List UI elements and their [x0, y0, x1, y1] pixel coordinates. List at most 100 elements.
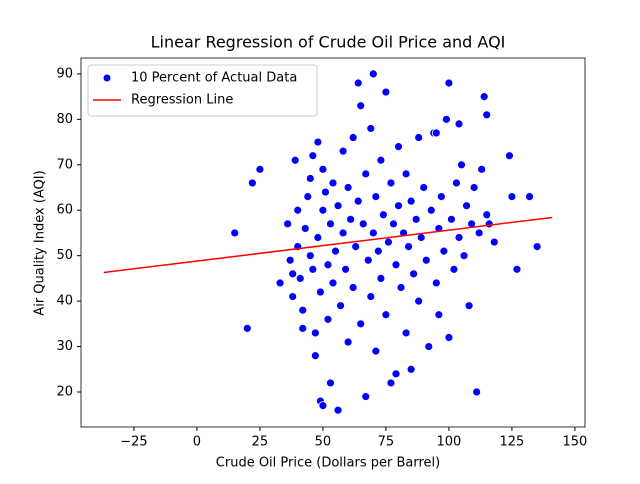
scatter-point [419, 183, 429, 192]
y-tick-label: 40 [56, 294, 73, 309]
scatter-point [391, 260, 401, 270]
scatter-point [285, 255, 295, 265]
scatter-point [436, 192, 446, 202]
scatter-point [391, 369, 401, 379]
y-axis-label: Air Quality Index (AQI) [33, 170, 48, 315]
scatter-point [414, 133, 424, 142]
scatter-point [303, 192, 313, 202]
scatter-point [356, 101, 366, 111]
scatter-point [474, 228, 484, 238]
scatter-point [361, 169, 371, 179]
scatter-point [406, 196, 416, 206]
scatter-point [295, 274, 305, 283]
scatter-point [389, 219, 398, 229]
scatter-point [434, 310, 444, 320]
scatter-point [338, 146, 348, 156]
scatter-point [424, 342, 434, 351]
scatter-point [230, 228, 240, 238]
scatter-point [313, 137, 323, 147]
scatter-point [318, 164, 328, 174]
scatter-point [321, 187, 330, 197]
scatter-point [452, 178, 461, 188]
scatter-point [386, 378, 396, 388]
scatter-point [482, 110, 492, 120]
x-tick-label: 150 [563, 435, 588, 450]
scatter-point [331, 246, 340, 256]
x-tick-label: 100 [437, 435, 462, 450]
scatter-point [482, 210, 492, 220]
scatter-point [361, 392, 371, 401]
scatter-point [381, 87, 391, 97]
scatter-point [444, 78, 454, 88]
scatter-point [431, 128, 441, 138]
scatter-point [305, 174, 315, 183]
plot-frame [80, 57, 586, 428]
scatter-point [371, 192, 381, 202]
x-tick-label: 0 [193, 435, 201, 450]
scatter-point [378, 210, 388, 220]
y-tick-label: 80 [56, 112, 73, 127]
scatter-point [333, 405, 343, 415]
scatter-point [414, 296, 424, 306]
scatter-point [346, 214, 356, 224]
scatter-point [525, 192, 534, 202]
scatter-point [368, 228, 378, 238]
scatter-point [318, 401, 328, 411]
scatter-point [298, 323, 308, 333]
scatter-point [305, 251, 315, 261]
scatter-point [290, 155, 300, 165]
scatter-point [318, 205, 328, 215]
scatter-point [351, 242, 361, 251]
legend-label: 10 Percent of Actual Data [131, 71, 297, 86]
scatter-point [308, 151, 318, 161]
scatter-point [343, 337, 353, 347]
x-tick-label: 25 [252, 435, 269, 450]
y-tick-label: 30 [56, 339, 73, 354]
scatter-point [373, 246, 383, 256]
scatter-point [293, 205, 303, 215]
scatter-point [479, 92, 489, 102]
scatter-point [242, 323, 252, 333]
scatter-point [489, 237, 499, 247]
legend-label: Regression Line [131, 93, 233, 108]
scatter-point [454, 233, 464, 242]
scatter-point [356, 319, 366, 329]
scatter-point [447, 214, 456, 224]
scatter-point [376, 155, 386, 165]
scatter-point [328, 278, 338, 288]
scatter-point [394, 201, 403, 211]
x-tick-label: 50 [315, 435, 332, 450]
scatter-point [454, 119, 464, 129]
scatter-point [326, 378, 335, 388]
scatter-point [426, 205, 436, 215]
y-tick-label: 60 [56, 203, 73, 218]
scatter-point [368, 69, 378, 79]
scatter-point [507, 192, 517, 202]
scatter-point [247, 178, 257, 188]
legend-box [87, 64, 318, 117]
scatter-point [431, 278, 441, 288]
scatter-point [472, 387, 482, 397]
scatter-point [444, 333, 454, 342]
scatter-point [381, 310, 391, 320]
scatter-point [512, 264, 522, 274]
scatter-point [348, 133, 358, 142]
scatter-point [323, 314, 333, 324]
scatter-point [464, 301, 474, 311]
scatter-point [315, 287, 325, 297]
scatter-point [343, 183, 353, 192]
scatter-point [366, 292, 376, 301]
scatter-point [336, 301, 345, 311]
scatter-point [459, 251, 469, 261]
scatter-point [308, 264, 318, 274]
x-tick-label: 75 [378, 435, 395, 450]
scatter-point [386, 178, 396, 188]
scatter-point [404, 242, 414, 251]
scatter-point [421, 255, 431, 265]
legend-swatch [102, 73, 112, 83]
scatter-point [406, 364, 416, 374]
scatter-point [275, 278, 285, 288]
scatter-point [328, 178, 338, 188]
scatter-point [288, 292, 298, 301]
scatter-point [376, 274, 386, 283]
